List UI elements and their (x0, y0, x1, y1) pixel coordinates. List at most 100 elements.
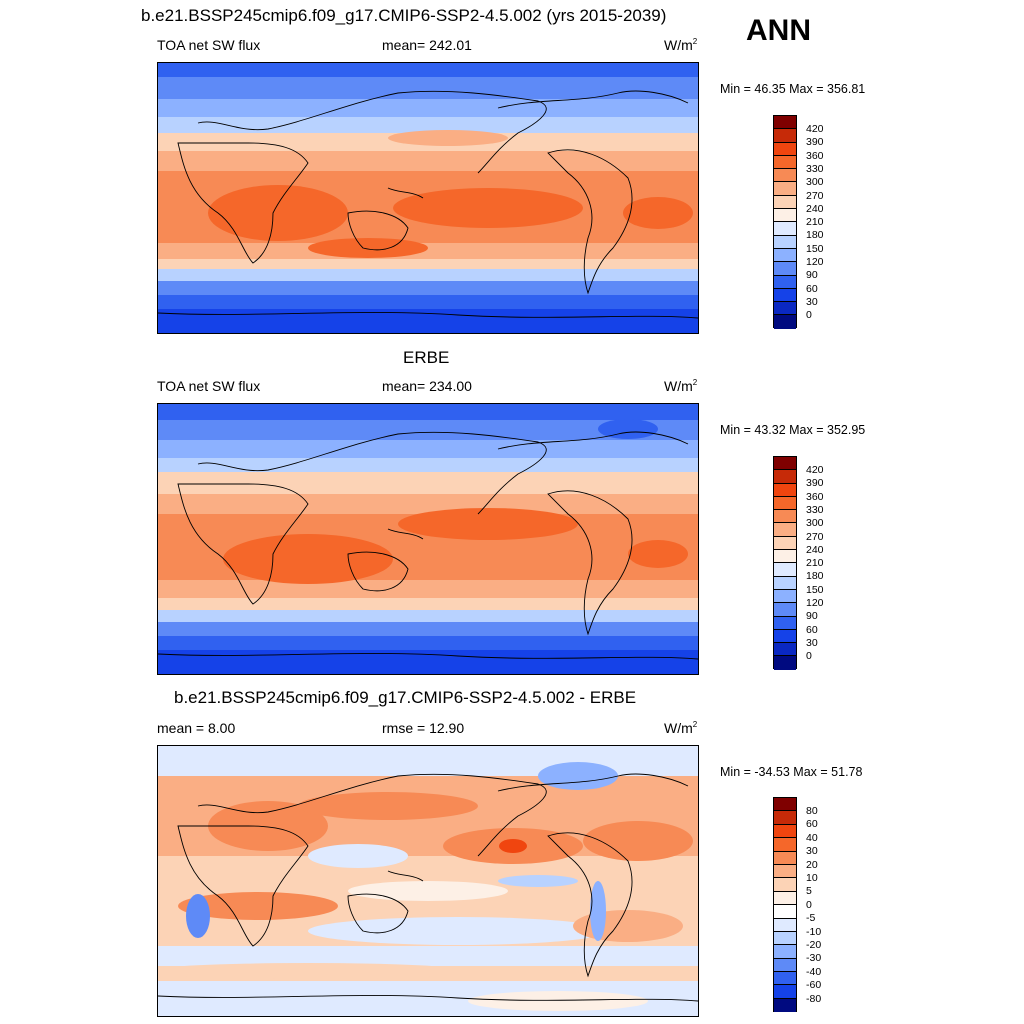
colorbar-swatch (774, 483, 796, 497)
colorbar-tick-label: 150 (806, 583, 824, 596)
colorbar-diff (773, 797, 797, 1013)
panel-left-label: TOA net SW flux (157, 37, 261, 53)
colorbar-tick-label: 40 (806, 831, 818, 844)
colorbar-tick-label: 210 (806, 216, 824, 229)
panel-rmse-label: rmse = 12.90 (382, 720, 465, 736)
colorbar-tick-label: 0 (806, 650, 812, 663)
panel-mean-label: mean = 8.00 (157, 720, 236, 736)
colorbar-swatch (774, 931, 796, 946)
colorbar-tick-label: 420 (806, 464, 824, 476)
colorbar-tick-label: 120 (806, 256, 824, 268)
colorbar-swatch (774, 129, 796, 143)
colorbar-tick-label: -60 (806, 979, 822, 992)
panel-title: ERBE (403, 348, 450, 367)
colorbar-tick-label: 30 (806, 295, 818, 308)
colorbar-swatch (774, 576, 796, 590)
colorbar-tick-label: 420 (806, 123, 824, 135)
panel-left-label: TOA net SW flux (157, 378, 261, 394)
panel-minmax: Min = 46.35 Max = 356.81 (720, 82, 866, 96)
colorbar-swatch (774, 656, 796, 670)
colorbar-swatch (774, 235, 796, 249)
colorbar-swatch (774, 603, 796, 617)
colorbar-tick-label: 390 (806, 136, 824, 149)
colorbar-tick-label: -5 (806, 912, 816, 925)
colorbar-model (773, 115, 797, 329)
colorbar-swatch (774, 891, 796, 906)
colorbar-swatch (774, 998, 796, 1013)
panel-minmax: Min = -34.53 Max = 51.78 (720, 765, 863, 779)
map-erbe-toa-sw (157, 403, 699, 675)
colorbar-swatch (774, 864, 796, 879)
colorbar-tick-label: 10 (806, 872, 818, 884)
colorbar-obs (773, 456, 797, 670)
colorbar-swatch (774, 302, 796, 316)
map-diff-toa-sw (157, 745, 699, 1017)
panel-title: b.e21.BSSP245cmip6.f09_g17.CMIP6-SSP2-4.… (174, 688, 637, 707)
panel-units: W/m2 (664, 37, 698, 53)
panel-minmax: Min = 43.32 Max = 352.95 (720, 423, 866, 437)
colorbar-tick-label: 150 (806, 242, 824, 255)
colorbar-swatch (774, 116, 796, 130)
colorbar-tick-label: 390 (806, 477, 824, 490)
colorbar-tick-label: 90 (806, 610, 818, 623)
colorbar-swatch (774, 155, 796, 170)
colorbar-tick-label: 80 (806, 805, 818, 817)
colorbar-swatch (774, 275, 796, 289)
colorbar-tick-label: -10 (806, 925, 822, 938)
colorbar-swatch (774, 616, 796, 630)
colorbar-swatch (774, 142, 796, 156)
colorbar-swatch (774, 550, 796, 564)
colorbar-swatch (774, 470, 796, 484)
colorbar-swatch (774, 629, 796, 644)
colorbar-tick-label: 180 (806, 570, 824, 583)
colorbar-tick-label: -80 (806, 992, 822, 1005)
colorbar-swatch (774, 195, 796, 210)
colorbar-swatch (774, 643, 796, 657)
colorbar-swatch (774, 288, 796, 303)
colorbar-swatch (774, 878, 796, 892)
main-title: b.e21.BSSP245cmip6.f09_g17.CMIP6-SSP2-4.… (141, 6, 667, 25)
colorbar-swatch (774, 262, 796, 276)
panel-mean-label: mean= 242.01 (382, 37, 472, 53)
colorbar-tick-label: -40 (806, 965, 822, 978)
colorbar-swatch (774, 457, 796, 471)
colorbar-swatch (774, 496, 796, 511)
colorbar-swatch (774, 905, 796, 919)
colorbar-tick-label: -20 (806, 939, 822, 951)
panel-mean-label: mean= 234.00 (382, 378, 472, 394)
colorbar-tick-label: 180 (806, 229, 824, 242)
colorbar-tick-label: 60 (806, 282, 818, 295)
colorbar-tick-label: 270 (806, 530, 824, 543)
colorbar-swatch (774, 985, 796, 999)
colorbar-tick-label: 90 (806, 269, 818, 282)
colorbar-swatch (774, 945, 796, 959)
map-model-toa-sw (157, 62, 699, 334)
colorbar-tick-label: 240 (806, 202, 824, 215)
colorbar-tick-label: 330 (806, 503, 824, 516)
colorbar-swatch (774, 523, 796, 537)
colorbar-swatch (774, 811, 796, 825)
colorbar-swatch (774, 182, 796, 196)
colorbar-swatch (774, 169, 796, 183)
colorbar-swatch (774, 315, 796, 329)
colorbar-tick-label: 360 (806, 149, 824, 162)
colorbar-tick-label: 300 (806, 176, 824, 189)
colorbar-swatch (774, 536, 796, 551)
colorbar-swatch (774, 589, 796, 604)
colorbar-swatch (774, 851, 796, 865)
colorbar-swatch (774, 563, 796, 577)
colorbar-tick-label: 270 (806, 189, 824, 202)
colorbar-tick-label: 60 (806, 623, 818, 636)
colorbar-tick-label: 30 (806, 636, 818, 649)
colorbar-tick-label: 5 (806, 885, 812, 898)
colorbar-tick-label: 0 (806, 898, 812, 911)
colorbar-tick-label: 210 (806, 557, 824, 570)
colorbar-tick-label: 330 (806, 162, 824, 175)
colorbar-tick-label: -30 (806, 952, 822, 965)
colorbar-swatch (774, 918, 796, 932)
colorbar-swatch (774, 972, 796, 986)
colorbar-tick-label: 60 (806, 818, 818, 831)
colorbar-tick-label: 20 (806, 858, 818, 871)
colorbar-tick-label: 30 (806, 845, 818, 858)
colorbar-swatch (774, 838, 796, 852)
